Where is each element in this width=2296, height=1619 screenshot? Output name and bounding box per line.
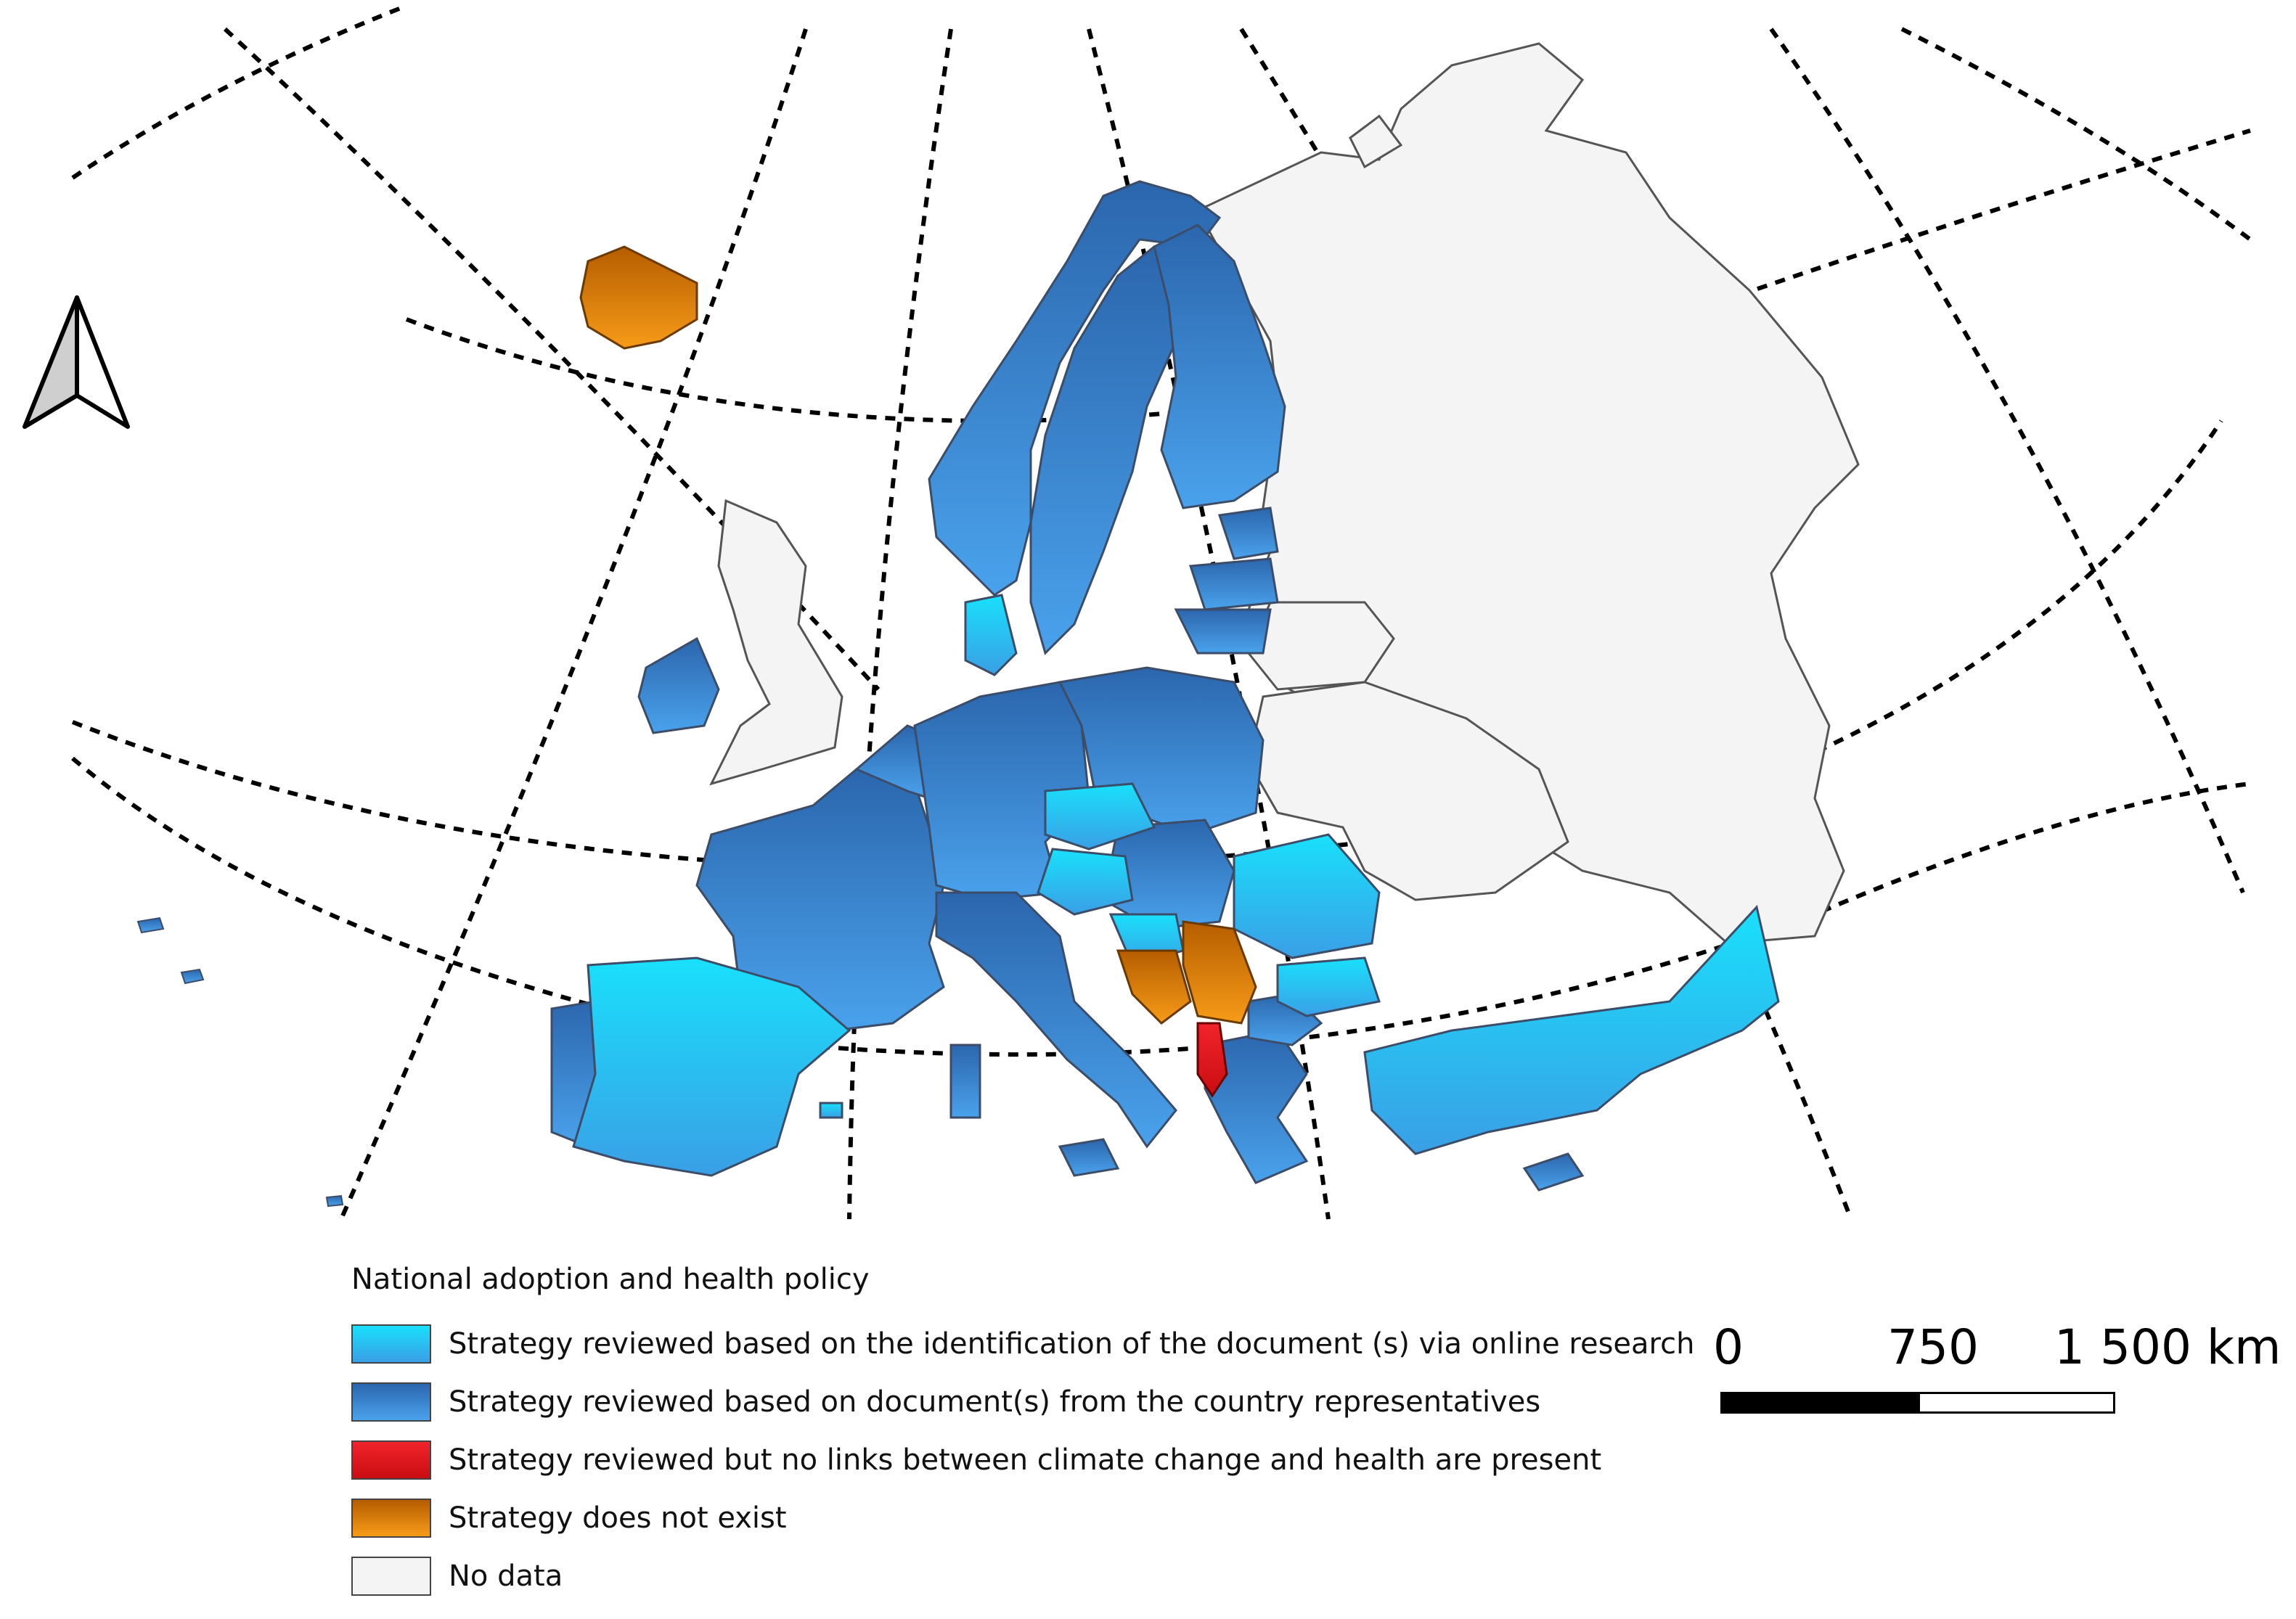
scale-label-750: 750 — [1887, 1319, 1979, 1375]
country-ireland — [637, 636, 720, 734]
country-cyprus — [1522, 1152, 1585, 1192]
scale-label-1500: 1 500 km — [2054, 1319, 2281, 1375]
country-iceland — [579, 245, 698, 350]
legend-item: Strategy does not exist — [351, 1489, 1694, 1547]
country-sardinia — [949, 1044, 981, 1119]
country-bosnia — [1116, 949, 1192, 1025]
legend-item: No data — [351, 1547, 1694, 1605]
country-denmark — [964, 594, 1018, 676]
country-malta — [819, 1102, 843, 1119]
country-bulgaria — [1276, 956, 1381, 1017]
parallel-line — [1900, 27, 2252, 242]
island-madeira — [325, 1194, 344, 1208]
red-countries — [1196, 1022, 1228, 1098]
country-albania — [1196, 1022, 1228, 1098]
meridian-line — [339, 28, 808, 1221]
island-canary — [136, 917, 165, 934]
meridian-line — [1769, 28, 2245, 894]
legend-rows: Strategy reviewed based on the identific… — [351, 1315, 1694, 1605]
country-germany — [913, 681, 1090, 901]
meridian-line — [847, 28, 953, 1220]
legend-swatch-nodata — [351, 1557, 431, 1596]
island-svalbard — [1349, 114, 1403, 169]
legend-swatch-orange — [351, 1499, 431, 1538]
legend-swatch-red — [351, 1440, 431, 1480]
north-arrow-icon — [23, 295, 130, 429]
country-turkey — [1363, 904, 1780, 1155]
country-spain — [572, 956, 851, 1177]
island-azores — [180, 968, 205, 985]
small-islands — [136, 917, 344, 1208]
no-data-countries — [709, 42, 1860, 945]
country-sicily — [1058, 1138, 1120, 1177]
country-austria-slovenia — [1037, 848, 1134, 916]
country-czechia — [1044, 782, 1156, 851]
country-norway — [928, 180, 1222, 597]
country-ukraine — [1247, 681, 1569, 901]
legend-item: Strategy reviewed but no links between c… — [351, 1431, 1694, 1489]
country-latvia — [1188, 557, 1279, 611]
country-sweden — [1029, 245, 1192, 655]
orange-countries — [579, 245, 1257, 1025]
legend-label: Strategy reviewed based on document(s) f… — [449, 1385, 1541, 1419]
country-finland — [1153, 224, 1286, 509]
legend-label: Strategy does not exist — [449, 1501, 787, 1535]
legend-item: Strategy reviewed based on the identific… — [351, 1315, 1694, 1373]
country-estonia — [1218, 507, 1279, 560]
legend-item: Strategy reviewed based on document(s) f… — [351, 1373, 1694, 1431]
country-lithuania — [1174, 608, 1272, 655]
legend-title: National adoption and health policy — [351, 1263, 870, 1296]
country-serbia — [1182, 920, 1257, 1025]
legend-label: Strategy reviewed based on the identific… — [449, 1327, 1695, 1361]
rep-countries — [550, 180, 1585, 1192]
scale-bar: 0 750 1 500 km — [1713, 1319, 2281, 1421]
parallel-line — [71, 4, 408, 180]
scale-segment-white — [1918, 1392, 2115, 1414]
scale-segment-black — [1720, 1392, 1918, 1414]
country-uk — [709, 499, 843, 786]
meridian-line — [223, 27, 881, 692]
legend-swatch-online — [351, 1324, 431, 1364]
legend: National adoption and health policy Stra… — [351, 1263, 1694, 1605]
legend-swatch-rep — [351, 1382, 431, 1422]
legend-label: Strategy reviewed but no links between c… — [449, 1443, 1602, 1477]
scale-label-0: 0 — [1713, 1319, 1744, 1375]
country-italy — [935, 891, 1177, 1149]
legend-label: No data — [449, 1559, 563, 1593]
